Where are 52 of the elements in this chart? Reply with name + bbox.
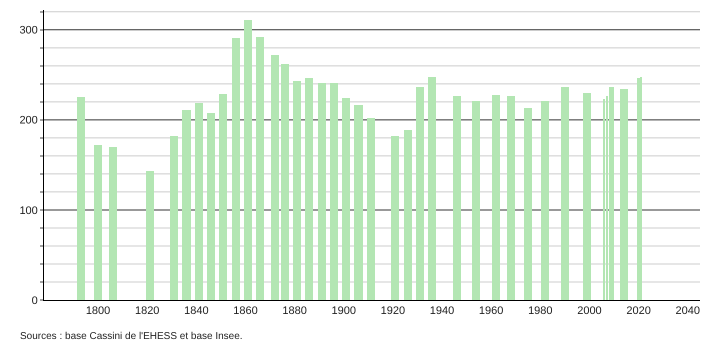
bar — [305, 78, 313, 300]
bar — [219, 94, 227, 300]
bar — [271, 55, 279, 300]
bar — [472, 101, 480, 300]
x-tick-label: 2020 — [626, 305, 651, 318]
source-note: Sources : base Cassini de l'EHESS et base Insee. — [20, 331, 243, 340]
x-tick-label: 1980 — [528, 305, 553, 318]
bar — [428, 77, 436, 300]
x-tick-label: 1860 — [233, 305, 258, 318]
bar — [507, 96, 515, 300]
x-tick-label: 1800 — [86, 305, 110, 318]
bar — [195, 103, 203, 300]
bar — [293, 81, 301, 300]
bar — [244, 20, 252, 300]
bar — [524, 108, 532, 300]
y-tick-label: 100 — [19, 204, 38, 217]
y-tick-label: 300 — [19, 24, 38, 37]
x-tick-label: 1960 — [478, 305, 504, 318]
bar — [404, 130, 412, 300]
x-tick-label: 1840 — [184, 305, 209, 318]
bar — [109, 147, 117, 300]
bar — [561, 87, 569, 300]
bar — [541, 101, 549, 300]
bar — [583, 93, 591, 300]
bar — [318, 83, 326, 300]
bar — [77, 97, 85, 300]
x-tick-label: 2000 — [577, 305, 602, 318]
bar — [342, 98, 350, 300]
bar — [232, 38, 240, 300]
bar — [256, 37, 264, 300]
x-tick-label: 1880 — [282, 305, 307, 318]
x-tick-label: 1940 — [430, 305, 454, 318]
bar — [416, 87, 424, 300]
x-tick-label: 2040 — [675, 305, 700, 318]
bar — [170, 136, 178, 300]
bar — [391, 136, 399, 300]
y-tick-label: 0 — [32, 294, 38, 307]
bar — [620, 89, 628, 300]
bar — [281, 64, 289, 300]
bar — [94, 145, 102, 300]
bar — [146, 171, 154, 300]
bar — [453, 96, 461, 300]
x-tick-label: 1920 — [380, 305, 406, 318]
bar — [354, 105, 363, 300]
bar — [367, 118, 375, 300]
bar — [182, 110, 191, 300]
y-tick-label: 200 — [19, 114, 38, 127]
bar — [207, 113, 215, 300]
x-tick-label: 1900 — [332, 305, 356, 318]
bar — [330, 83, 338, 300]
x-tick-label: 1820 — [134, 305, 160, 318]
bar — [492, 95, 500, 300]
